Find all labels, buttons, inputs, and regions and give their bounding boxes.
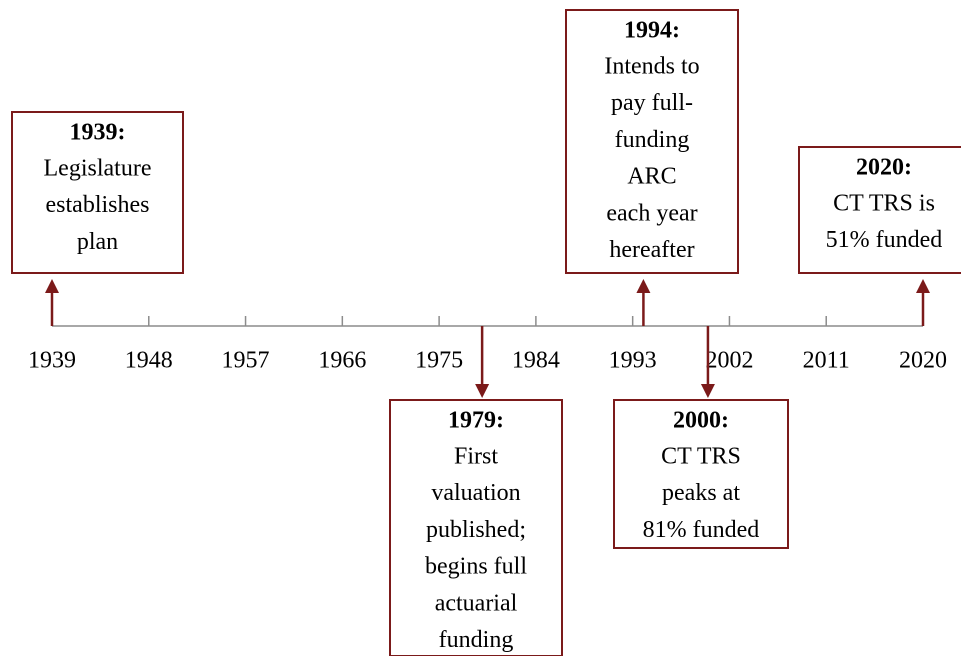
event-text: pay full-	[611, 90, 693, 116]
event-text: hereafter	[609, 237, 694, 263]
event-text: peaks at	[662, 480, 740, 506]
event-box	[389, 399, 563, 656]
event-text: published;	[426, 517, 526, 543]
event: 1979: First valuation published; begins full…	[389, 326, 563, 656]
event-text: funding	[439, 627, 514, 653]
event-text: each year	[606, 200, 697, 226]
event-text: Intends to	[604, 54, 699, 80]
event-box	[613, 399, 789, 549]
event-title: 1994:	[624, 18, 680, 44]
arrow-head	[916, 279, 930, 293]
event-text: ARC	[627, 164, 676, 190]
event: 2020: CT TRS is 51% funded	[798, 146, 961, 326]
event-text: valuation	[431, 480, 520, 506]
event: 2000: CT TRS peaks at 81% funded	[613, 326, 789, 549]
event-text: begins full	[425, 554, 527, 580]
arrow-head	[475, 384, 490, 398]
event-text: 51% funded	[826, 227, 943, 253]
event-box	[798, 146, 961, 274]
x-tick-label: 1966	[318, 348, 366, 374]
event-title: 2020:	[856, 155, 912, 181]
event-text: establishes	[46, 192, 150, 218]
x-tick-label: 1957	[222, 348, 270, 374]
event-text: CT TRS is	[833, 191, 935, 217]
x-tick-label: 1984	[512, 348, 560, 374]
event-text: funding	[615, 127, 690, 153]
arrow-head	[636, 279, 651, 293]
x-tick-label: 2002	[705, 348, 753, 374]
x-tick-label: 2011	[803, 348, 850, 374]
event-text: CT TRS	[661, 444, 741, 470]
x-tick-label: 2020	[899, 348, 947, 374]
x-tick-label: 1993	[609, 348, 657, 374]
x-tick-label: 1948	[125, 348, 173, 374]
event-box	[11, 111, 184, 274]
event-title: 2000:	[673, 408, 729, 434]
arrow-head	[45, 279, 59, 293]
event: 1939: Legislature establishes plan	[11, 111, 184, 326]
x-tick-label: 1975	[415, 348, 463, 374]
event-title: 1979:	[448, 408, 504, 434]
event-text: 81% funded	[643, 517, 760, 543]
event-text: First	[454, 444, 498, 470]
event-text: Legislature	[44, 156, 152, 182]
event-title: 1939:	[70, 120, 126, 146]
arrow-head	[700, 384, 715, 398]
event-text: plan	[77, 229, 118, 255]
event: 1994: Intends to pay full-funding ARC each y…	[565, 9, 739, 326]
event-box	[565, 9, 739, 274]
event-text: actuarial	[435, 590, 518, 616]
x-tick-label: 1939	[28, 348, 76, 374]
